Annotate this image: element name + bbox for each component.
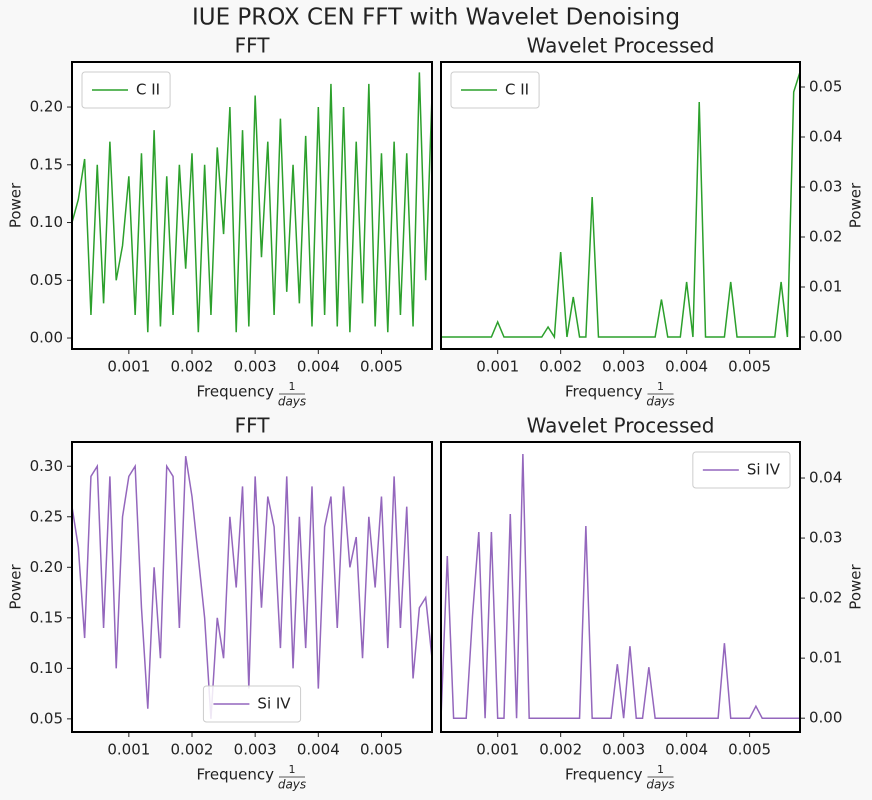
x-label-numerator: 1: [657, 763, 664, 776]
legend-label: C II: [136, 81, 160, 99]
y-tick-label: 0.05: [30, 709, 63, 727]
y-tick-label: 0.00: [809, 709, 842, 727]
y-tick-label: 0.01: [809, 278, 842, 296]
y-tick-label: 0.05: [30, 271, 63, 289]
plot-area: [441, 62, 800, 349]
series-line: [441, 71, 800, 340]
subplot: Wavelet Processed 0.00 0.01 0.02 0.03 0.04 0.0…: [440, 414, 865, 792]
subplot-title: Wavelet Processed: [527, 34, 715, 58]
y-tick-label: 0.00: [30, 329, 63, 347]
y-tick-label: 0.05: [809, 78, 842, 96]
legend-label: Si IV: [257, 695, 291, 713]
y-tick-label: 0.15: [30, 608, 63, 626]
x-label-numerator: 1: [289, 763, 296, 776]
legend-label: C II: [505, 81, 529, 99]
x-tick-label: 0.001: [476, 741, 519, 759]
x-tick-label: 0.003: [602, 358, 645, 376]
plot-frame: [71, 441, 433, 733]
x-tick-label: 0.004: [665, 741, 708, 759]
y-tick-label: 0.02: [809, 589, 842, 607]
y-tick-label: 0.03: [809, 178, 842, 196]
plot-frame: [440, 441, 801, 733]
plot-frame: [71, 61, 433, 350]
x-label-numerator: 1: [657, 380, 664, 393]
x-tick-label: 0.005: [360, 358, 403, 376]
y-tick-label: 0.04: [809, 128, 842, 146]
legend-label: Si IV: [747, 461, 781, 479]
y-tick-label: 0.25: [30, 507, 63, 525]
subplot: FFT 0.05 0.10 0.15 0.20 0.25 0.30 0.001 0.002 0.0…: [7, 414, 433, 792]
x-axis-label: Frequency: [565, 766, 643, 784]
x-tick-label: 0.002: [171, 358, 214, 376]
x-axis-label: Frequency: [197, 383, 275, 401]
series-line: [72, 456, 432, 719]
x-label-numerator: 1: [289, 380, 296, 393]
legend: Si IV: [692, 451, 791, 489]
subplot: Wavelet Processed 0.00 0.01 0.02 0.03 0.04 0.0…: [440, 34, 865, 409]
x-tick-label: 0.004: [297, 741, 340, 759]
plot-frame: [440, 61, 801, 350]
x-axis-label: Frequency: [197, 766, 275, 784]
subplot: FFT 0.00 0.05 0.10 0.15 0.20 0.001 0.002 0.003 0.…: [7, 34, 433, 409]
plot-area: [441, 442, 800, 732]
x-tick-label: 0.001: [476, 358, 519, 376]
x-tick-label: 0.001: [107, 741, 150, 759]
legend: C II: [450, 71, 540, 109]
x-tick-label: 0.003: [234, 741, 277, 759]
x-tick-label: 0.002: [539, 358, 582, 376]
x-tick-label: 0.002: [539, 741, 582, 759]
subplot-title: Wavelet Processed: [527, 414, 715, 438]
series-line: [441, 453, 800, 719]
y-tick-label: 0.10: [30, 213, 63, 231]
x-tick-label: 0.004: [665, 358, 708, 376]
y-tick-label: 0.10: [30, 659, 63, 677]
y-tick-label: 0.01: [809, 649, 842, 667]
legend-box: [692, 451, 791, 489]
x-tick-label: 0.005: [728, 358, 771, 376]
x-label-denominator: days: [278, 778, 306, 792]
legend: Si IV: [202, 685, 302, 723]
y-tick-label: 0.03: [809, 529, 842, 547]
x-tick-label: 0.004: [297, 358, 340, 376]
figure-title: IUE PROX CEN FFT with Wavelet Denoising: [192, 5, 680, 31]
y-axis-label: Power: [847, 563, 865, 609]
x-axis-label: Frequency: [565, 383, 643, 401]
x-tick-label: 0.001: [107, 358, 150, 376]
x-tick-label: 0.002: [171, 741, 214, 759]
x-tick-label: 0.003: [602, 741, 645, 759]
x-label-denominator: days: [646, 778, 674, 792]
subplot-title: FFT: [235, 414, 271, 438]
y-axis-label: Power: [7, 182, 25, 228]
y-axis-label: Power: [7, 563, 25, 609]
series-line: [72, 72, 432, 333]
legend-box: [202, 685, 302, 723]
x-tick-label: 0.005: [728, 741, 771, 759]
y-tick-label: 0.20: [30, 98, 63, 116]
x-label-denominator: days: [278, 395, 306, 409]
y-axis-label: Power: [847, 182, 865, 228]
x-tick-label: 0.005: [360, 741, 403, 759]
y-tick-label: 0.30: [30, 457, 63, 475]
legend: C II: [81, 71, 171, 109]
x-tick-label: 0.003: [234, 358, 277, 376]
subplot-title: FFT: [235, 34, 271, 58]
y-tick-label: 0.20: [30, 558, 63, 576]
y-tick-label: 0.02: [809, 228, 842, 246]
x-label-denominator: days: [646, 395, 674, 409]
y-tick-label: 0.00: [809, 328, 842, 346]
y-tick-label: 0.15: [30, 155, 63, 173]
y-tick-label: 0.04: [809, 469, 842, 487]
